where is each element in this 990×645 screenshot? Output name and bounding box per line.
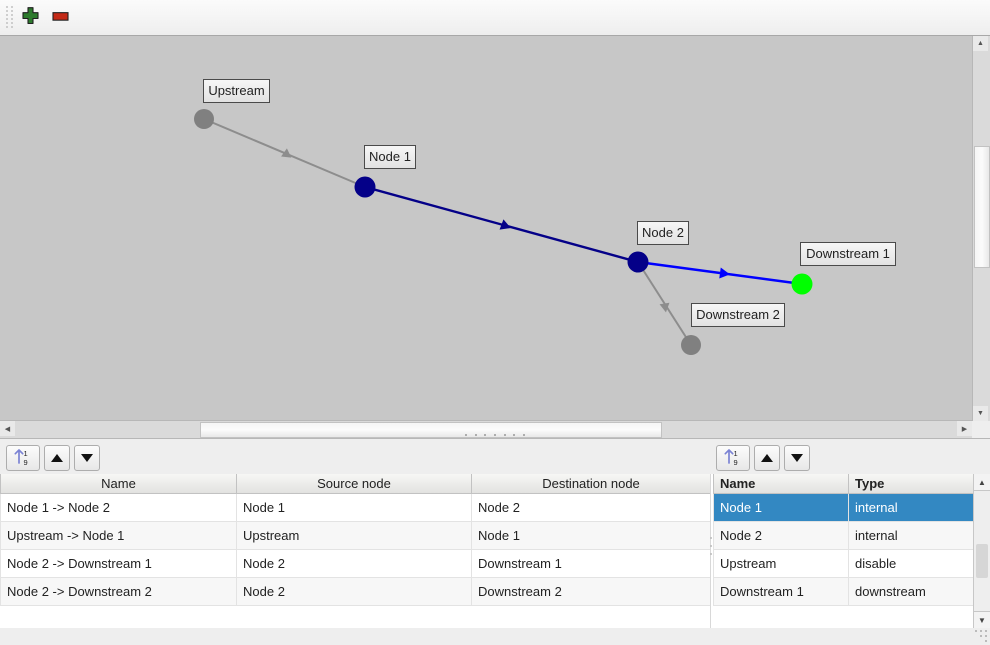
svg-text:1: 1 — [734, 449, 738, 458]
svg-text:9: 9 — [24, 458, 28, 467]
svg-text:9: 9 — [734, 458, 738, 467]
svg-text:1: 1 — [24, 449, 28, 458]
